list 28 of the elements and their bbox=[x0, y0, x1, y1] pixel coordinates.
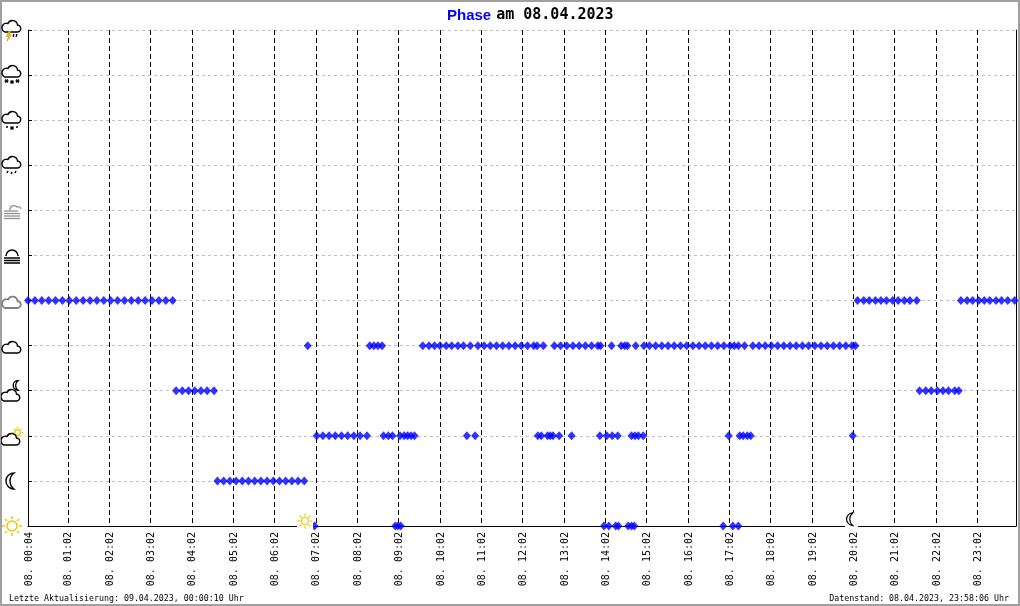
x-tick-label: 08. 06:02 bbox=[269, 532, 281, 587]
x-tick-label: 08. 12:02 bbox=[517, 532, 529, 587]
chart-title: am 08.04.2023 bbox=[496, 5, 614, 23]
x-tick-label: 08. 23:02 bbox=[971, 532, 983, 587]
x-tick-label: 08. 01:02 bbox=[62, 532, 74, 587]
x-tick-label: 08. 09:02 bbox=[393, 532, 405, 587]
x-tick-label: 08. 08:02 bbox=[351, 532, 363, 587]
x-tick-label: 08. 15:02 bbox=[641, 532, 653, 587]
x-tick-label: 08. 03:02 bbox=[145, 532, 157, 587]
x-tick-label: 08. 19:02 bbox=[806, 532, 818, 587]
x-tick-label: 08. 00:04 bbox=[22, 532, 34, 587]
x-tick-label: 08. 02:02 bbox=[103, 532, 115, 587]
x-tick-label: 08. 18:02 bbox=[765, 532, 777, 587]
x-tick-label: 08. 22:02 bbox=[930, 532, 942, 587]
text: Datenstand: 08.04.2023, 23:58:06 Uhr bbox=[829, 593, 1009, 603]
x-tick-label: 08. 21:02 bbox=[889, 532, 901, 587]
x-tick-label: 08. 16:02 bbox=[682, 532, 694, 587]
x-tick-label: 08. 11:02 bbox=[475, 532, 487, 587]
x-tick-label: 08. 17:02 bbox=[723, 532, 735, 587]
x-tick-label: 08. 20:02 bbox=[847, 532, 859, 587]
x-tick-label: 08. 05:02 bbox=[227, 532, 239, 587]
x-tick-label: 08. 13:02 bbox=[558, 532, 570, 587]
x-tick-label: 08. 10:02 bbox=[434, 532, 446, 587]
x-tick-label: 08. 04:02 bbox=[186, 532, 198, 587]
text: Phase bbox=[447, 5, 492, 23]
text: Letzte Aktualisierung: 09.04.2023, 00:00:10 Uhr bbox=[9, 593, 244, 603]
x-tick-label: 08. 07:02 bbox=[310, 532, 322, 587]
x-tick-label: 08. 14:02 bbox=[599, 532, 611, 587]
